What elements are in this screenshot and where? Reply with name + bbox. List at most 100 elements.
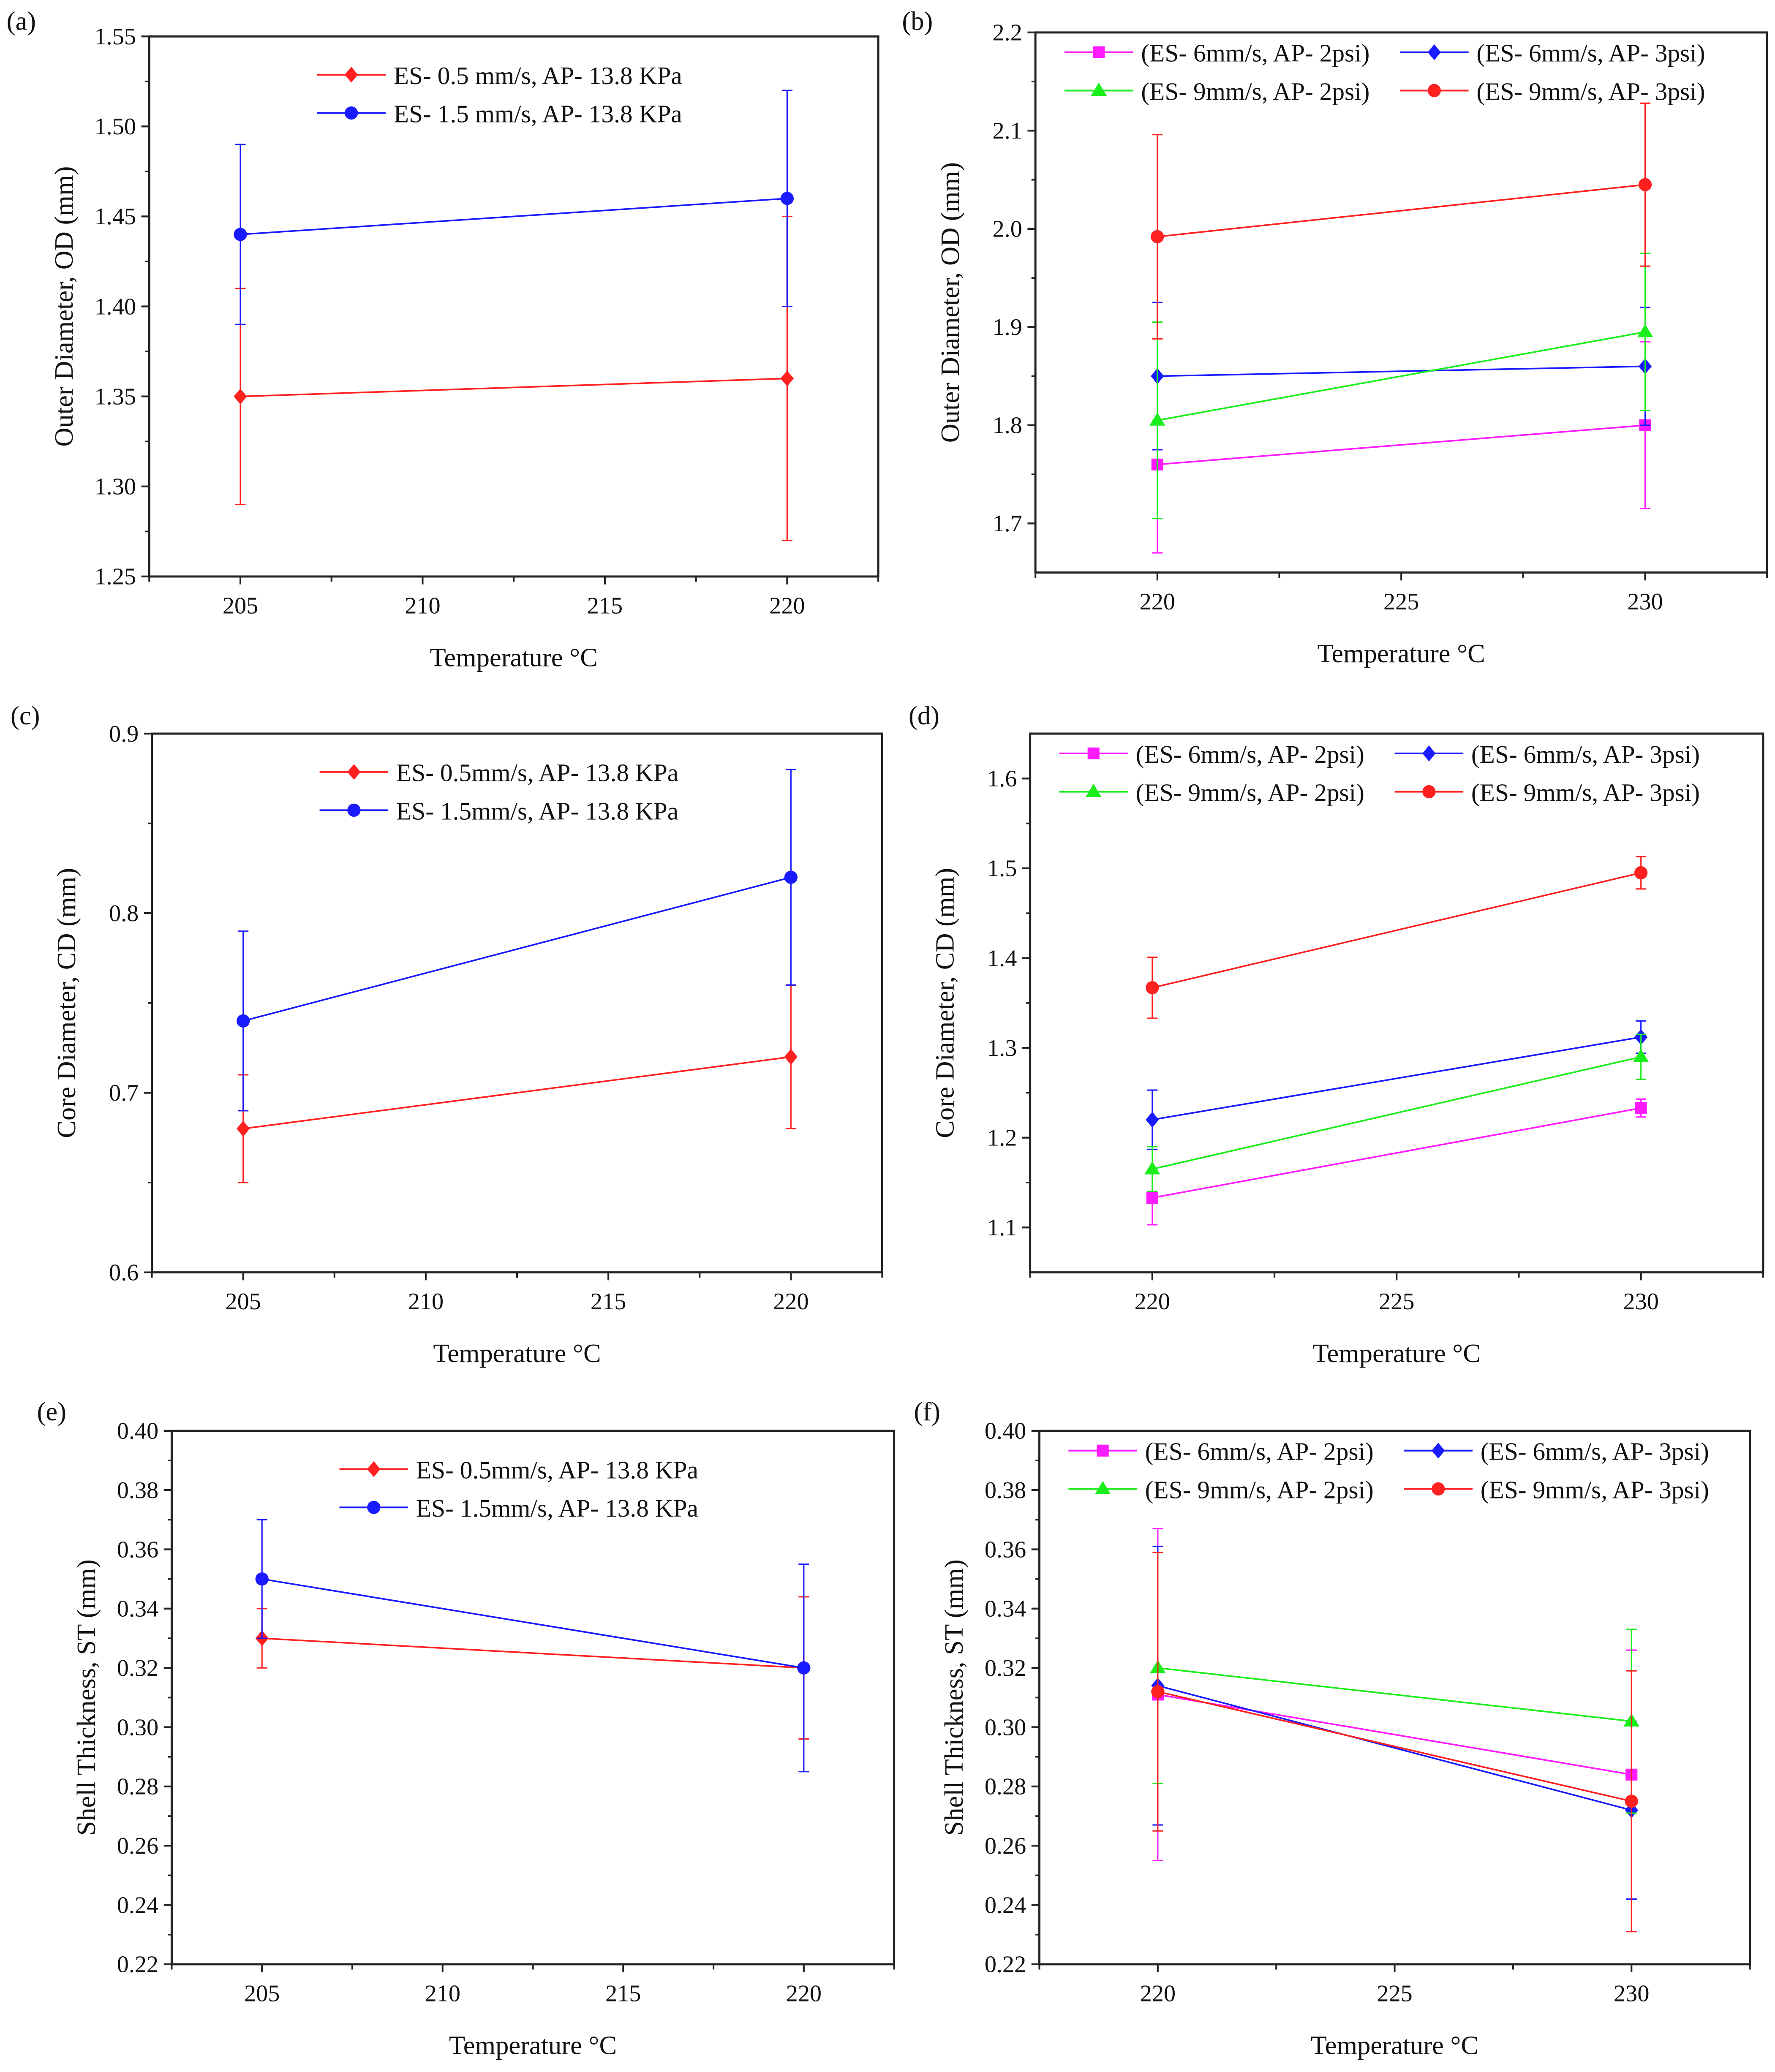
y-axis-label: Shell Thickness, ST (mm) (939, 1559, 969, 1835)
y-tick-label: 1.4 (987, 945, 1017, 971)
legend-marker (1422, 745, 1436, 761)
series-blue (1151, 1545, 1638, 1900)
x-tick-label: 230 (1614, 1980, 1649, 2007)
series-red (1146, 856, 1648, 1019)
legend-label: (ES- 9mm/s, AP- 2psi) (1145, 1476, 1374, 1504)
panel-label: (f) (914, 1397, 940, 1426)
chart-panel-e: (e) 0.22 0.24 0.26 0.28 0.30 0.32 0.34 0.36 0.38 0… (37, 1397, 896, 2060)
x-axis-label: Temperature °C (1313, 1338, 1481, 1368)
x-tick-label: 215 (587, 593, 623, 619)
data-point (1146, 981, 1159, 995)
chart-panel-f: (f) 0.22 0.24 0.26 0.28 0.30 0.32 0.34 0.36 0.38 0… (914, 1397, 1751, 2060)
x-tick-label: 225 (1377, 1980, 1412, 2007)
series-red (237, 984, 798, 1183)
y-tick-label: 0.24 (117, 1892, 158, 1918)
data-point (784, 870, 798, 884)
legend-item: (ES- 6mm/s, AP- 3psi) (1400, 39, 1705, 67)
x-tick-label: 225 (1383, 589, 1419, 615)
legend-item: (ES- 9mm/s, AP- 2psi) (1068, 1476, 1374, 1504)
series-line (261, 1578, 804, 1669)
y-tick-label: 0.22 (117, 1952, 158, 1978)
plot-frame (1034, 31, 1768, 574)
series-line (1157, 424, 1645, 465)
x-tick-label: 215 (605, 1980, 641, 2007)
y-tick-label: 0.28 (985, 1774, 1026, 1800)
y-tick-label: 0.28 (117, 1774, 158, 1800)
data-point (797, 1661, 811, 1675)
panel-label: (a) (7, 6, 36, 36)
y-tick-label: 1.55 (95, 24, 136, 50)
data-point (1638, 178, 1652, 191)
y-tick-label: 1.25 (95, 564, 136, 590)
chart-panel-c: (c) 0.6 0.7 0.8 0.9 205 210 215 220 Temperature °… (11, 701, 883, 1368)
y-tick-label: 0.30 (985, 1714, 1026, 1740)
legend-item: ES- 0.5 mm/s, AP- 13.8 KPa (317, 62, 682, 90)
y-tick-label: 0.30 (117, 1714, 158, 1740)
legend-marker (347, 764, 361, 780)
data-point (784, 1049, 798, 1065)
y-axis-label: Shell Thickness, ST (mm) (71, 1559, 101, 1835)
legend-label: (ES- 6mm/s, AP- 3psi) (1481, 1438, 1709, 1466)
y-tick-label: 0.26 (985, 1833, 1026, 1859)
y-tick-label: 1.2 (987, 1125, 1017, 1151)
x-tick-label: 220 (786, 1980, 822, 2007)
legend-marker (1422, 785, 1436, 799)
legend-marker (1097, 1444, 1109, 1457)
series-blue (255, 1519, 811, 1773)
x-tick-label: 225 (1379, 1289, 1414, 1315)
x-tick-label: 220 (1140, 1980, 1176, 2007)
x-axis-label: Temperature °C (449, 2031, 617, 2060)
x-tick-label: 220 (773, 1289, 809, 1315)
series-green (1150, 1551, 1640, 1814)
data-point (255, 1572, 269, 1586)
legend-label: ES- 1.5 mm/s, AP- 13.8 KPa (394, 100, 682, 128)
series-line (243, 1056, 791, 1130)
y-tick-label: 1.5 (987, 856, 1017, 882)
series-line (1157, 1685, 1632, 1811)
x-tick-label: 230 (1623, 1289, 1658, 1315)
y-axis-label: Outer Diameter, OD (mm) (49, 166, 79, 447)
y-tick-label: 2.2 (993, 20, 1022, 46)
legend-marker (345, 67, 358, 83)
x-axis-label: Temperature °C (430, 643, 598, 672)
legend-marker (1091, 82, 1107, 96)
y-tick-label: 0.22 (985, 1952, 1026, 1978)
plot-frame (1038, 1430, 1751, 1966)
x-axis-label: Temperature °C (1318, 639, 1485, 668)
series-line (1152, 872, 1642, 989)
data-point (1149, 412, 1165, 426)
series-blue (237, 769, 798, 1112)
legend-marker (1093, 46, 1105, 58)
series-magenta (1146, 1098, 1647, 1226)
chart-panel-b: (b) 1.7 1.8 1.9 2.0 2.1 2.2 220 225 230 Temperatur… (902, 6, 1768, 668)
data-point (1637, 324, 1653, 337)
y-tick-label: 1.3 (987, 1035, 1017, 1061)
legend-marker (1432, 1442, 1445, 1459)
legend-marker (367, 1501, 381, 1514)
series-magenta (1151, 341, 1651, 554)
data-point (1635, 1102, 1647, 1114)
y-tick-label: 1.9 (993, 314, 1022, 340)
y-tick-label: 1.35 (95, 383, 136, 410)
legend-item: (ES- 9mm/s, AP- 3psi) (1404, 1476, 1709, 1504)
series-blue (234, 90, 794, 325)
x-tick-label: 220 (769, 593, 805, 619)
legend-marker (1427, 84, 1441, 98)
data-point (780, 370, 794, 386)
y-tick-label: 0.34 (117, 1596, 158, 1622)
legend-label: (ES- 9mm/s, AP- 2psi) (1136, 778, 1364, 806)
legend-marker (1094, 1481, 1111, 1494)
y-tick-label: 0.40 (117, 1418, 158, 1444)
x-tick-label: 210 (408, 1289, 444, 1315)
series-line (1157, 365, 1645, 377)
data-point (1151, 1685, 1165, 1698)
legend-marker (1427, 44, 1441, 60)
y-tick-label: 0.26 (117, 1833, 158, 1859)
legend-marker (347, 803, 361, 817)
legend-label: (ES- 9mm/s, AP- 3psi) (1476, 77, 1705, 105)
legend-marker (1087, 747, 1100, 760)
legend-item: (ES- 9mm/s, AP- 3psi) (1400, 77, 1705, 105)
panel-label: (d) (909, 701, 939, 730)
legend-item: ES- 1.5 mm/s, AP- 13.8 KPa (317, 100, 682, 128)
